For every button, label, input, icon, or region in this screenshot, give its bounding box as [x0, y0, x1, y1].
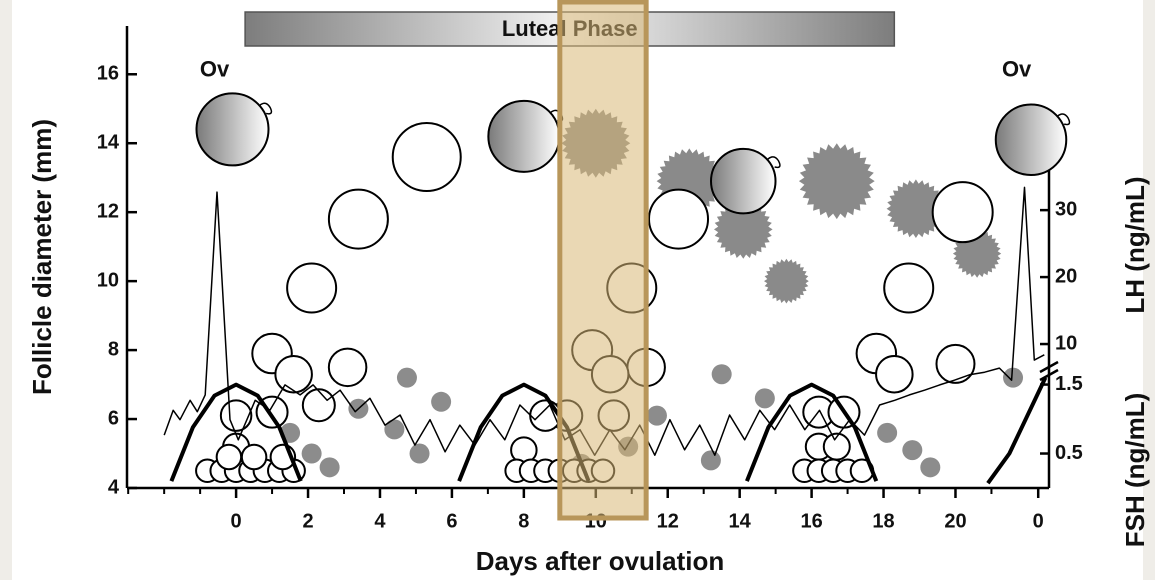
y-tick-label: 14	[97, 132, 120, 154]
follicle	[648, 188, 710, 250]
highlight-box	[557, 0, 649, 521]
fsh-tick-label: 0.5	[1055, 442, 1083, 464]
atretic-follicle	[754, 388, 775, 409]
follicle	[931, 181, 994, 244]
atretic-follicle	[700, 450, 721, 471]
follicle	[883, 262, 935, 314]
follicle	[215, 443, 243, 471]
follicle	[327, 188, 389, 250]
ovulation-label: Ov	[1002, 57, 1032, 82]
follicle	[529, 399, 562, 432]
follicle	[274, 354, 313, 394]
atretic-follicle	[409, 443, 430, 464]
fsh-axis-title: FSH (ng/mL)	[1120, 393, 1150, 548]
atretic-follicle	[431, 391, 452, 412]
x-tick-label: 2	[302, 510, 313, 532]
follicle	[391, 122, 462, 193]
follicle	[286, 262, 338, 314]
follicle	[327, 347, 368, 388]
x-tick-label: 6	[446, 510, 457, 532]
lh-tick-label: 20	[1055, 265, 1077, 287]
ovulatory-follicle-body	[487, 99, 561, 173]
y-tick-label: 10	[97, 269, 119, 291]
ovulatory-follicle	[710, 147, 781, 215]
ovulatory-follicle	[994, 103, 1071, 177]
y-tick-label: 6	[108, 407, 119, 429]
lh-tick-label: 10	[1055, 332, 1077, 354]
ovulation-label: Ov	[200, 57, 230, 82]
y-tick-label: 12	[97, 200, 119, 222]
follicle	[301, 388, 336, 423]
corpus-luteum	[886, 179, 946, 238]
atretic-follicle	[711, 364, 732, 385]
ovulatory-follicle-body	[195, 92, 270, 167]
fsh-tick-label: 1.5	[1055, 373, 1083, 395]
atretic-follicle	[301, 443, 322, 464]
x-axis-title: Days after ovulation	[476, 546, 725, 576]
x-tick-label: 16	[800, 510, 822, 532]
x-tick-label: 20	[944, 510, 966, 532]
y-tick-label: 4	[108, 476, 120, 498]
atretic-follicle	[877, 422, 898, 443]
atretic-follicle	[646, 405, 667, 426]
corpus-luteum	[714, 200, 773, 259]
x-tick-label: 12	[657, 510, 679, 532]
fsh-line	[169, 376, 1048, 485]
ovulatory-follicle-body	[710, 147, 777, 215]
atretic-follicle	[920, 457, 941, 478]
atretic-follicle	[384, 419, 405, 440]
x-tick-label: 4	[374, 510, 386, 532]
follicle	[875, 354, 914, 394]
x-tick-label: 0	[231, 510, 242, 532]
ovulatory-follicle	[195, 92, 273, 167]
ovulatory-follicle-body	[994, 103, 1068, 177]
x-tick-label: 18	[872, 510, 894, 532]
ovulatory-follicle	[487, 99, 564, 173]
x-tick-label: 8	[518, 510, 529, 532]
corpus-luteum	[764, 258, 809, 304]
atretic-follicle	[396, 367, 417, 388]
y-tick-label: 8	[108, 338, 119, 360]
y-axis-title: Follicle diameter (mm)	[27, 119, 57, 395]
x-tick-label: 0	[1033, 510, 1044, 532]
follicle	[935, 343, 976, 384]
ovum-tail	[762, 156, 781, 169]
y-tick-label: 16	[97, 63, 119, 85]
x-tick-label: 14	[729, 510, 752, 532]
atretic-follicle	[902, 440, 923, 461]
follicle	[240, 443, 268, 471]
lh-tick-label: 30	[1055, 198, 1077, 220]
corpus-luteum	[798, 143, 875, 220]
follicle	[219, 399, 253, 432]
atretic-follicle	[319, 457, 340, 478]
lh-axis-title: LH (ng/mL)	[1120, 176, 1150, 313]
atretic-follicle	[1003, 367, 1024, 388]
